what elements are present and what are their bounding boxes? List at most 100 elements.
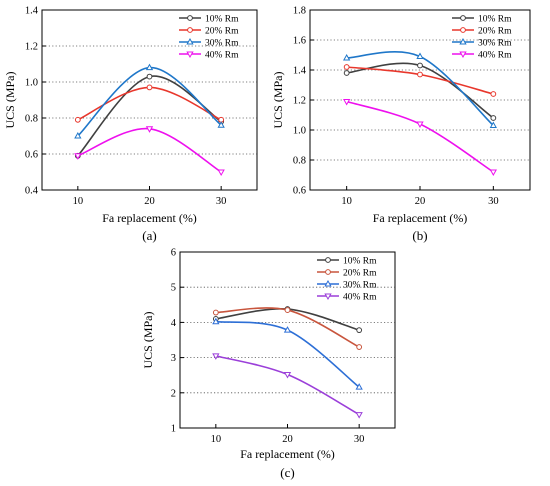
legend: 10% Rm 20% Rm 30% Rm 40% Rm	[317, 256, 377, 302]
y-tick-label: 4	[171, 318, 177, 329]
series-line	[346, 100, 494, 173]
panel-b: 0.6 0.8 1.0 1.2 1.4 1.6 1.8 10 20 30 Fa replacemen…	[271, 6, 531, 243]
y-axis-title: UCS (MPa)	[271, 71, 285, 128]
series-20-rm	[212, 307, 363, 350]
legend-label: 20% Rm	[343, 268, 377, 278]
y-tick-label: 0.6	[25, 150, 38, 161]
legend-marker	[324, 279, 332, 287]
y-tick-label: 1.4	[293, 66, 307, 77]
data-point	[355, 383, 363, 390]
series-line	[215, 355, 360, 416]
data-point	[284, 307, 291, 313]
panel-label: (a)	[142, 228, 156, 243]
data-point	[355, 412, 363, 419]
data-point	[489, 169, 497, 177]
x-tick-label: 30	[216, 196, 227, 207]
x-tick-label: 30	[354, 434, 365, 445]
legend-label: 10% Rm	[478, 14, 512, 24]
legend-marker	[459, 51, 467, 59]
y-tick-label: 1.2	[25, 42, 38, 53]
y-tick-label: 1.6	[293, 36, 306, 47]
series-30-rm	[343, 51, 497, 128]
panel-label: (b)	[412, 228, 427, 243]
x-tick-label: 10	[73, 196, 84, 207]
legend: 10% Rm 20% Rm 30% Rm 40% Rm	[179, 14, 239, 60]
plot-frame	[179, 251, 396, 429]
legend-label: 30% Rm	[478, 38, 512, 48]
y-tick-label: 2	[171, 388, 176, 399]
legend-marker	[187, 15, 193, 21]
x-tick-label: 20	[282, 434, 293, 445]
data-point	[145, 126, 154, 133]
x-tick-label: 10	[341, 196, 352, 207]
panel-label: (c)	[280, 465, 294, 480]
series-40-rm	[343, 99, 497, 177]
legend-label: 10% Rm	[205, 14, 239, 24]
y-tick-label: 1.8	[293, 6, 306, 17]
legend-label: 20% Rm	[205, 26, 239, 36]
y-axis-title: UCS (MPa)	[3, 71, 17, 128]
data-point	[490, 115, 497, 121]
x-tick-label: 20	[415, 196, 426, 207]
series-40-rm	[74, 126, 225, 177]
data-point	[217, 169, 225, 177]
y-tick-label: 0.4	[25, 186, 39, 197]
y-tick-label: 0.6	[293, 186, 306, 197]
data-point	[356, 344, 363, 350]
data-point	[283, 371, 292, 379]
data-point	[212, 353, 220, 360]
data-point	[146, 73, 153, 80]
data-point	[356, 327, 363, 334]
data-point	[489, 121, 497, 128]
legend-label: 40% Rm	[478, 50, 512, 60]
data-point	[74, 116, 81, 123]
legend-marker	[187, 27, 193, 33]
y-tick-label: 1.0	[293, 126, 306, 137]
y-tick-label: 1	[171, 424, 176, 435]
data-point	[283, 326, 292, 333]
series-30-rm	[212, 317, 363, 390]
plot-frame	[41, 9, 258, 191]
legend-label: 10% Rm	[343, 256, 377, 266]
data-point	[343, 99, 351, 106]
legend-marker	[186, 51, 194, 59]
x-axis-title: Fa replacement (%)	[102, 211, 197, 225]
y-axis-title: UCS (MPa)	[141, 311, 155, 368]
panel-a: 0.4 0.6 0.8 1.0 1.2 1.4 10 20 30 Fa replacement (…	[3, 6, 258, 243]
x-tick-label: 20	[144, 196, 155, 207]
legend: 10% Rm 20% Rm 30% Rm 40% Rm	[452, 14, 512, 60]
series-line	[77, 127, 222, 173]
legend-marker	[325, 269, 331, 275]
legend-marker	[324, 293, 332, 301]
data-point	[74, 153, 82, 160]
legend-marker	[460, 27, 466, 33]
data-point	[217, 121, 225, 128]
data-point	[343, 70, 350, 76]
data-point	[212, 317, 220, 325]
y-tick-label: 1.4	[25, 6, 39, 17]
data-point	[343, 53, 351, 61]
y-tick-label: 0.8	[25, 114, 38, 125]
data-point	[417, 62, 423, 69]
data-point	[146, 84, 153, 91]
data-point	[416, 52, 424, 59]
data-point	[417, 71, 423, 78]
legend-label: 40% Rm	[343, 292, 377, 302]
data-point	[490, 91, 497, 97]
data-point	[212, 309, 219, 316]
data-point	[343, 64, 350, 70]
y-tick-label: 0.8	[293, 156, 306, 167]
x-axis-title: Fa replacement (%)	[373, 211, 468, 225]
series-line	[346, 66, 494, 95]
x-tick-label: 30	[488, 196, 499, 207]
y-tick-label: 1.2	[293, 96, 306, 107]
data-point	[145, 63, 154, 71]
legend-label: 30% Rm	[205, 38, 239, 48]
series-line	[346, 62, 494, 119]
series-20-rm	[343, 64, 497, 97]
legend-label: 30% Rm	[343, 280, 377, 290]
series-30-rm	[74, 63, 225, 139]
data-point	[416, 121, 424, 129]
x-axis-title: Fa replacement (%)	[240, 447, 335, 461]
legend-marker	[460, 15, 466, 21]
